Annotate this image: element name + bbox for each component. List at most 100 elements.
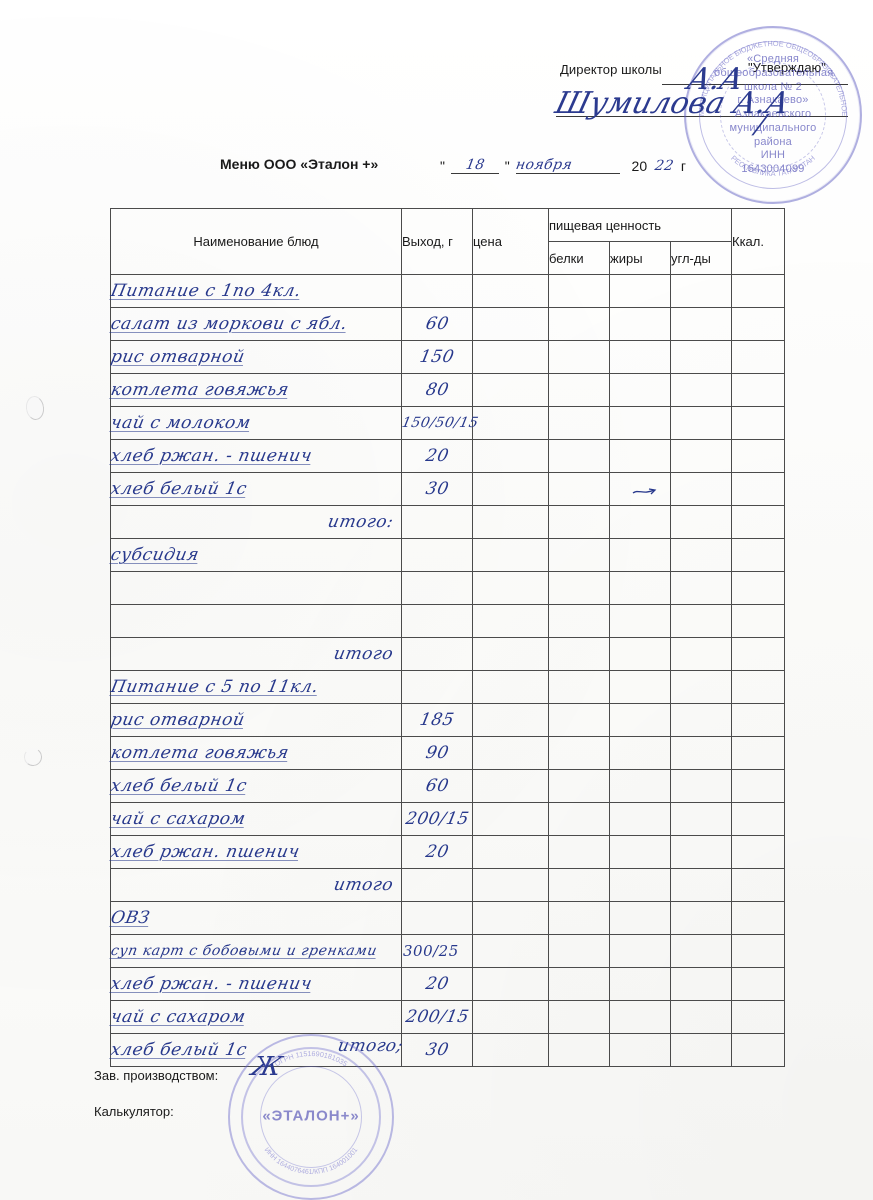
school-stamp-l7: района (754, 135, 792, 148)
cell-price (472, 373, 549, 407)
approval-label: "Утверждаю" (748, 60, 826, 75)
cell-carbs (670, 1000, 732, 1034)
output-value-handwriting: 60 (423, 776, 451, 796)
cell-output: 150 (401, 340, 473, 374)
dish-name-handwriting: рис отварной (109, 347, 247, 367)
cell-kcal (731, 505, 785, 539)
cell-dish-name: суп карт с бобовыми и гренками 300/25 (109, 934, 458, 968)
dish-name-handwriting: хлеб ржан. пшенич (109, 842, 302, 862)
cell-protein (548, 637, 610, 671)
cell-carbs (670, 505, 732, 539)
output-value-handwriting: 60 (423, 314, 451, 334)
table-row: итого (110, 637, 785, 671)
cell-output: 20 (401, 967, 473, 1001)
cell-output (401, 571, 473, 605)
header-carbs: угл-ды (670, 241, 732, 275)
cell-kcal (731, 472, 785, 506)
cell-carbs (670, 307, 732, 341)
table-row (110, 604, 785, 638)
cell-kcal (731, 703, 785, 737)
cell-dish-name: ОВЗ (109, 901, 402, 935)
cell-carbs (670, 439, 732, 473)
cell-dish-name: Питание с 1по 4кл. (109, 274, 402, 308)
svg-text:РЕСПУБЛИКА ТАТАРСТАН: РЕСПУБЛИКА ТАТАРСТАН (729, 154, 817, 178)
cell-output (401, 934, 473, 968)
cell-kcal (731, 1033, 785, 1067)
output-value-handwriting: 20 (423, 974, 451, 994)
dish-name-handwriting: чай с сахаром (109, 1007, 248, 1027)
table-row: Питание с 5 по 11кл. (109, 670, 785, 704)
dish-name-handwriting: рис отварной (109, 710, 247, 730)
dish-name-handwriting: субсидия (109, 545, 201, 565)
cell-price (472, 1000, 549, 1034)
table-row: итого (110, 868, 785, 902)
cell-output (401, 670, 473, 704)
cell-carbs (670, 637, 732, 671)
cell-price (472, 472, 549, 506)
cell-dish-name: котлета говяжья (109, 373, 402, 407)
cell-price (472, 604, 549, 638)
dish-name-handwriting: салат из моркови с ябл. (109, 314, 350, 334)
cell-output: 60 (401, 769, 473, 803)
output-value-handwriting: 80 (423, 380, 451, 400)
cell-dish-name: итого (110, 868, 402, 902)
cell-output: 185 (401, 703, 473, 737)
trailing-total-handwriting: итого; (336, 1036, 405, 1056)
dish-name-handwriting: хлеб ржан. - пшенич (109, 446, 314, 466)
cell-price (472, 769, 549, 803)
dish-name-handwriting: хлеб белый 1с (109, 1040, 249, 1060)
table-row: котлета говяжья 80 (109, 373, 785, 407)
cell-price (472, 439, 549, 473)
table-row: котлета говяжья 90 (109, 736, 785, 770)
cell-price (472, 901, 549, 935)
output-value-handwriting: 20 (423, 842, 451, 862)
cell-dish-name: хлеб ржан. - пшенич (109, 439, 402, 473)
cell-carbs (670, 703, 732, 737)
output-value-handwriting: 30 (423, 1040, 451, 1060)
school-stamp-arc-bottom: РЕСПУБЛИКА ТАТАРСТАН (729, 154, 817, 178)
dish-name-handwriting: Питание с 1по 4кл. (109, 281, 303, 301)
cell-fat (609, 967, 671, 1001)
cell-protein (548, 439, 610, 473)
cell-dish-name (110, 604, 402, 638)
director-signature-handwriting: Шумилова А.А (551, 86, 794, 121)
cell-carbs (670, 901, 732, 935)
cell-price (472, 637, 549, 671)
school-stamp-inn-value: 1643004099 (741, 163, 805, 176)
cell-protein (548, 703, 610, 737)
cell-kcal (731, 901, 785, 935)
output-value-handwriting: 90 (423, 743, 451, 763)
cell-price (472, 967, 549, 1001)
cell-kcal (731, 736, 785, 770)
cell-price (472, 736, 549, 770)
table-row: салат из моркови с ябл. 60 (109, 307, 785, 341)
cell-kcal (731, 571, 785, 605)
cell-fat (609, 703, 671, 737)
output-value-handwriting: 185 (418, 710, 456, 730)
cell-carbs (670, 934, 732, 968)
director-name-rule (556, 116, 848, 117)
cell-output: 60 (401, 307, 473, 341)
cell-kcal (731, 274, 785, 308)
cell-protein (548, 538, 610, 572)
cell-dish-name: чай с сахаром (109, 802, 402, 836)
cell-kcal (731, 538, 785, 572)
header-fat: жиры (609, 241, 671, 275)
cell-output: 80 (401, 373, 473, 407)
cell-price (472, 835, 549, 869)
table-row: субсидия (109, 538, 785, 572)
header-price: цена (472, 208, 549, 275)
cell-dish-name: итого: (110, 505, 402, 539)
page-title: Меню ООО «Эталон +» (220, 156, 379, 172)
date-quote-open: " (440, 158, 445, 174)
cell-carbs (670, 406, 732, 440)
cell-price (472, 406, 549, 440)
table-row: рис отварной 185 (109, 703, 785, 737)
cell-protein (548, 868, 610, 902)
cell-output: 30 (401, 472, 473, 506)
cell-fat (609, 373, 671, 407)
cell-fat (609, 637, 671, 671)
cell-protein (548, 901, 610, 935)
cell-output-handwriting: 300/25 (403, 942, 459, 960)
cell-carbs (670, 571, 732, 605)
